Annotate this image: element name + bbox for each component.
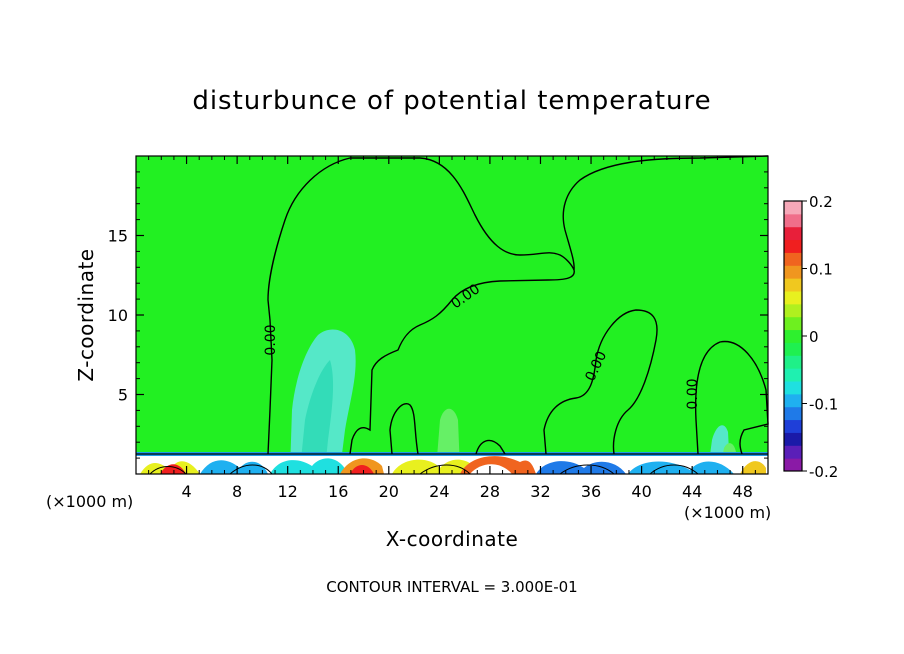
colorbar-swatch bbox=[784, 381, 802, 395]
chart-title: disturbunce of potential temperature bbox=[192, 86, 712, 116]
x-tick-label: 44 bbox=[682, 482, 702, 501]
contour-label-1: 0.00 bbox=[263, 324, 279, 355]
x-ticks: 4 8 12 16 20 24 28 32 36 40 44 48 bbox=[148, 156, 756, 501]
colorbar-swatch bbox=[784, 213, 802, 228]
colorbar-swatch bbox=[784, 406, 802, 421]
contour-small-1 bbox=[389, 403, 419, 455]
colorbar-label: 0.1 bbox=[809, 261, 833, 279]
cyan-patch-plume-inner bbox=[300, 360, 334, 470]
x-tick-label: 8 bbox=[232, 482, 242, 501]
colorbar-swatch bbox=[784, 458, 802, 472]
contour-right-1 bbox=[543, 309, 658, 455]
contour-right-2 bbox=[694, 340, 769, 455]
contour-interval-note: CONTOUR INTERVAL = 3.000E-01 bbox=[326, 578, 578, 596]
colorbar-swatch bbox=[784, 278, 802, 292]
colorbar-swatch bbox=[784, 368, 802, 382]
x-unit-right: (×1000 m) bbox=[684, 503, 772, 522]
colorbar-swatch bbox=[784, 303, 802, 318]
x-tick-label: 48 bbox=[733, 482, 753, 501]
colorbar-swatch bbox=[784, 393, 802, 408]
colorbar-swatch bbox=[784, 291, 802, 305]
colorbar-swatch bbox=[784, 432, 802, 446]
colorbar-swatch bbox=[784, 342, 802, 356]
x-tick-label: 12 bbox=[278, 482, 298, 501]
colorbar-swatch bbox=[784, 355, 802, 369]
colorbar-label: 0 bbox=[809, 328, 819, 346]
x-tick-label: 4 bbox=[181, 482, 191, 501]
colorbar-swatch bbox=[784, 316, 802, 331]
surface-layer bbox=[136, 452, 768, 475]
y-tick-label: 15 bbox=[108, 227, 128, 246]
x-unit-left: (×1000 m) bbox=[46, 492, 134, 511]
x-axis-title: X-coordinate bbox=[385, 527, 519, 551]
x-tick-label: 24 bbox=[429, 482, 449, 501]
x-tick-label: 36 bbox=[581, 482, 601, 501]
contour-label-4: 0.00 bbox=[685, 378, 701, 409]
colorbar-swatch bbox=[784, 252, 802, 266]
x-tick-label: 16 bbox=[328, 482, 348, 501]
y-tick-label: 5 bbox=[118, 386, 128, 405]
colorbar-swatch bbox=[784, 419, 802, 433]
contour-small-2 bbox=[475, 439, 506, 455]
y-ticks: 5 10 15 bbox=[108, 171, 768, 459]
colorbar-label: -0.2 bbox=[809, 463, 838, 481]
colorbar: 0.2 0.1 0 -0.1 -0.2 bbox=[783, 193, 838, 481]
colorbar-swatch bbox=[784, 329, 802, 343]
colorbar-swatch bbox=[784, 445, 802, 459]
y-axis-title: Z-coordinate bbox=[74, 248, 98, 382]
x-tick-label: 32 bbox=[530, 482, 550, 501]
x-tick-label: 28 bbox=[480, 482, 500, 501]
colorbar-swatch bbox=[784, 226, 802, 241]
colorbar-swatch bbox=[784, 239, 802, 253]
colorbar-swatch bbox=[784, 201, 802, 215]
colorbar-swatch bbox=[784, 265, 802, 279]
colorbar-label: -0.1 bbox=[809, 396, 838, 414]
x-tick-label: 20 bbox=[379, 482, 399, 501]
x-tick-label: 40 bbox=[631, 482, 651, 501]
contour-main bbox=[267, 157, 575, 455]
colorbar-label: 0.2 bbox=[809, 193, 833, 211]
y-tick-label: 10 bbox=[108, 306, 128, 325]
